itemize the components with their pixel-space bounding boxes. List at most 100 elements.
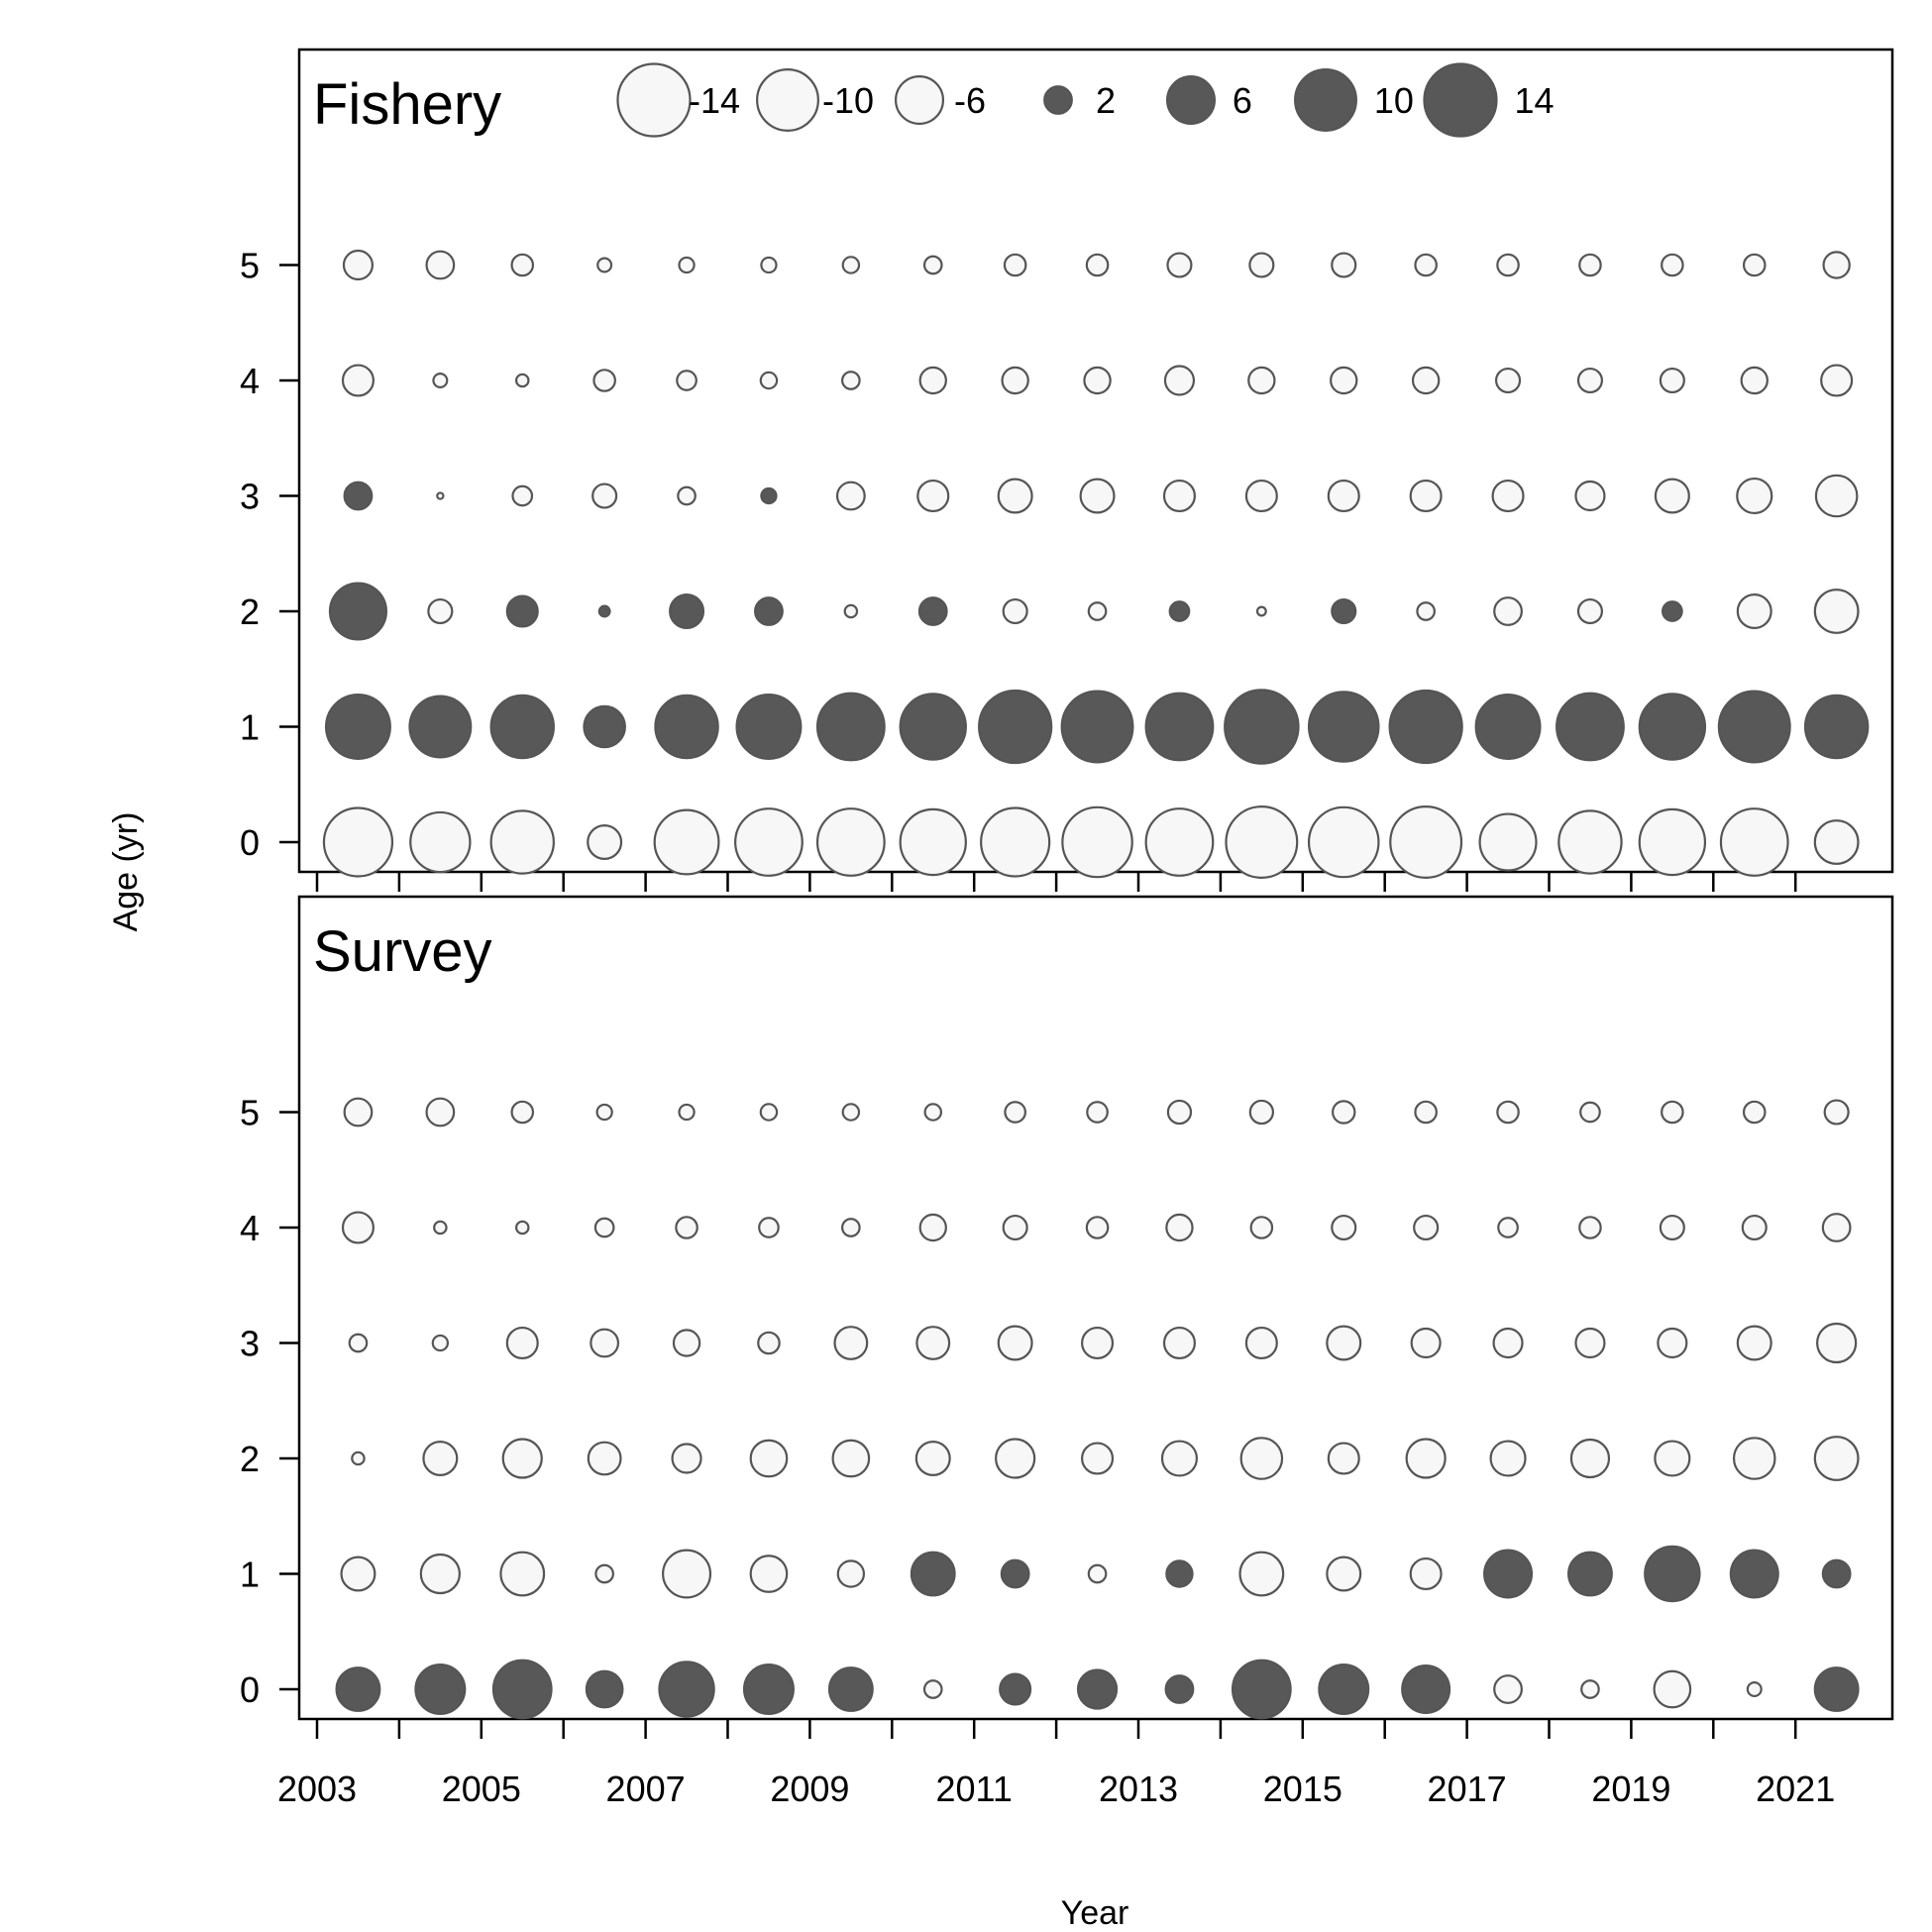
bubble <box>1557 809 1623 875</box>
bubble <box>514 1220 530 1235</box>
bubble <box>836 1559 866 1588</box>
bubble <box>742 1664 795 1715</box>
bubble <box>1003 253 1027 277</box>
bubble <box>995 1438 1036 1479</box>
bubble <box>997 1325 1033 1361</box>
bubble <box>1496 253 1520 277</box>
bubble <box>591 483 618 509</box>
bubble <box>1060 690 1134 764</box>
bubble <box>841 256 861 274</box>
legend-label: 2 <box>1096 80 1116 121</box>
x-tick-label: 2017 <box>1428 1769 1507 1809</box>
bubble <box>341 1211 375 1244</box>
bubble <box>1489 1440 1527 1477</box>
bubble <box>758 1217 780 1238</box>
bubble <box>815 807 886 877</box>
bubble <box>1318 1664 1370 1715</box>
x-tick-label: 2011 <box>935 1769 1012 1809</box>
bubble <box>1813 1436 1860 1481</box>
bubble <box>815 692 886 762</box>
bubble <box>658 1661 715 1718</box>
bubble <box>1225 805 1299 879</box>
bubble <box>1576 367 1604 394</box>
bubble <box>1644 1545 1701 1603</box>
bubble <box>1327 1442 1360 1475</box>
bubble <box>585 1669 624 1709</box>
bubble <box>1494 367 1522 394</box>
bubble <box>841 371 861 390</box>
bubble <box>1578 253 1602 277</box>
bubble <box>671 1443 702 1474</box>
bubble <box>827 1666 874 1712</box>
bubble <box>917 596 948 626</box>
bubble <box>1002 597 1028 625</box>
bubble <box>1248 1099 1274 1126</box>
bubble <box>1657 1327 1688 1359</box>
legend-bubble <box>616 62 692 138</box>
bubble <box>324 694 391 760</box>
bubble <box>1168 600 1191 622</box>
panel-title: Survey <box>313 919 492 984</box>
bubble <box>918 366 947 395</box>
bubble <box>1719 807 1789 877</box>
bubble <box>1164 1674 1195 1704</box>
bubble <box>677 485 697 506</box>
bubble <box>1076 1668 1119 1710</box>
bubble <box>1144 807 1215 877</box>
bubble <box>1401 1664 1451 1715</box>
x-tick-label: 2019 <box>1591 1769 1670 1809</box>
bubble <box>505 1326 539 1360</box>
bubble <box>749 1439 789 1478</box>
bubble <box>1492 1327 1524 1359</box>
bubble <box>978 689 1053 765</box>
bubble <box>592 369 616 392</box>
bubble <box>916 479 950 513</box>
bubble <box>414 1664 467 1715</box>
bubble <box>922 1679 943 1699</box>
bubble <box>1813 589 1860 634</box>
bubble <box>425 250 456 280</box>
bubble <box>999 1672 1032 1706</box>
bubble <box>1087 601 1108 621</box>
bubble <box>1579 1101 1601 1124</box>
bubble <box>1166 1099 1193 1126</box>
bubble <box>669 592 705 630</box>
bubble <box>1742 1100 1767 1125</box>
bubble <box>343 481 374 511</box>
bubble <box>1331 1214 1357 1241</box>
legend-label: -14 <box>689 80 740 121</box>
bubble <box>1249 1216 1274 1239</box>
bubble <box>1326 1556 1362 1592</box>
bubble <box>583 704 626 749</box>
bubble <box>1331 597 1357 625</box>
bubble <box>1002 1214 1028 1241</box>
y-tick-label: 2 <box>240 1439 260 1479</box>
bubble <box>1661 600 1683 622</box>
bubble <box>1081 1326 1115 1360</box>
bubble <box>1085 1216 1110 1239</box>
bubble <box>408 695 473 759</box>
y-tick-label: 2 <box>240 591 260 632</box>
bubble <box>759 1103 779 1122</box>
bubble <box>590 1328 620 1358</box>
bubble <box>654 694 719 760</box>
bubble <box>501 1438 543 1479</box>
bubble <box>1416 601 1436 621</box>
bubble <box>1411 366 1441 395</box>
bubble <box>587 823 623 861</box>
bubble <box>433 1220 448 1235</box>
bubble <box>1326 1325 1362 1361</box>
bubble <box>340 1556 376 1592</box>
bubble <box>734 807 804 877</box>
bubble <box>1659 1214 1685 1241</box>
bubble <box>1239 1437 1284 1480</box>
legend-label: 6 <box>1233 80 1252 121</box>
bubble <box>1144 692 1215 762</box>
legend-bubble <box>1294 68 1357 132</box>
y-tick-label: 1 <box>240 707 260 748</box>
bubble <box>489 694 555 760</box>
bubble <box>422 1440 459 1477</box>
bubble <box>1821 1213 1852 1242</box>
bubble <box>918 1213 947 1242</box>
